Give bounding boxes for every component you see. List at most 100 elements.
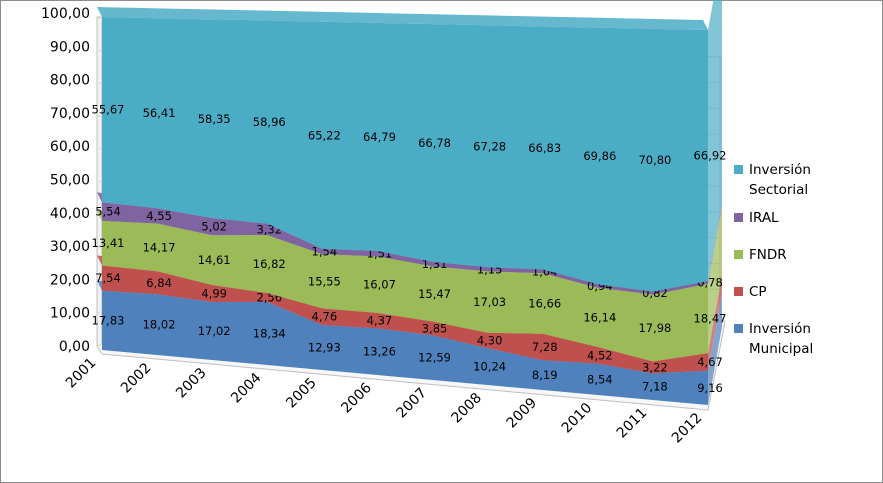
legend-label-fndr: FNDR [749,247,787,263]
data-label-inversion-sectorial: 58,96 [253,115,286,129]
y-tick-label: 10,00 [50,306,90,322]
data-label-cp: 3,22 [642,360,668,374]
legend-swatch-inversion-municipal [734,324,743,333]
data-label-inversion-sectorial: 70,80 [638,153,671,167]
data-label-fndr: 16,07 [363,278,396,292]
y-tick-label: 30,00 [50,239,90,255]
data-label-inversion-municipal: 9,16 [697,381,723,395]
data-label-cp: 7,54 [95,271,121,285]
legend-swatch-cp [734,287,743,296]
data-label-inversion-municipal: 17,83 [92,313,125,327]
legend-item-fndr: FNDR [734,245,879,282]
data-label-inversion-municipal: 8,19 [532,368,558,382]
data-label-fndr: 16,66 [528,296,561,310]
x-tick-label: 2009 [504,395,541,432]
data-label-inversion-sectorial: 66,78 [418,136,451,150]
data-label-inversion-municipal: 17,02 [198,324,231,338]
legend-item-cp: CP [734,282,879,319]
series-area-inversion-municipal [102,290,708,405]
data-label-cp: 6,84 [146,276,172,290]
data-label-inversion-municipal: 10,24 [473,360,506,374]
data-label-inversion-municipal: 8,54 [587,372,613,386]
legend-label-inversion-municipal: Inversión Municipal [749,321,814,357]
data-label-inversion-municipal: 13,26 [363,345,396,359]
x-tick-label: 2006 [338,380,375,417]
data-label-fndr: 14,17 [143,240,176,254]
y-tick-label: 50,00 [50,173,90,189]
x-tick-label: 2004 [228,370,265,407]
gridline-side [96,49,103,53]
x-tick-label: 2011 [614,405,651,442]
data-label-inversion-municipal: 12,93 [308,340,341,354]
legend-swatch-iral [734,213,743,222]
gridline-side [96,16,103,20]
series-side-inversion-municipal [708,292,722,405]
gridline-side [96,245,103,249]
series-side-inversion-sectorial [708,0,722,281]
y-tick-label: 20,00 [50,272,90,288]
legend-swatch-inversion-sectorial [734,165,743,174]
data-label-fndr: 17,03 [473,295,506,309]
data-label-fndr: 16,14 [583,310,616,324]
data-label-inversion-sectorial: 64,79 [363,130,396,144]
y-tick-label: 100,00 [41,6,90,22]
x-tick-label: 2010 [559,400,596,437]
data-label-inversion-municipal: 18,34 [253,326,286,340]
data-label-fndr: 17,98 [638,321,671,335]
data-label-fndr: 18,47 [694,312,727,326]
series-top-inversion-sectorial [97,7,708,30]
series-side-iral [708,202,722,284]
data-label-inversion-sectorial: 56,41 [143,106,176,120]
data-label-cp: 4,67 [697,355,723,369]
series-side-cp [708,275,722,371]
legend: Inversión Sectorial IRAL FNDR CP Inversi… [734,160,879,367]
x-tick-label: 2001 [63,355,100,392]
data-label-inversion-sectorial: 65,22 [308,128,341,142]
gridline-side [96,114,103,118]
data-label-inversion-sectorial: 67,28 [473,139,506,153]
legend-label-cp: CP [749,284,767,300]
gridline-side [96,180,103,183]
data-label-inversion-municipal: 18,02 [143,318,176,332]
series-area-cp [102,265,708,374]
data-label-fndr: 14,61 [198,253,231,267]
data-label-inversion-sectorial: 69,86 [583,149,616,163]
series-side-fndr [708,205,722,354]
x-tick-label: 2005 [283,375,320,412]
y-tick-label: 70,00 [50,106,90,122]
gridline-side [96,81,103,85]
legend-item-inversion-sectorial: Inversión Sectorial [734,160,879,208]
x-tick-label: 2008 [449,390,486,427]
series-area-inversion-sectorial [102,17,708,292]
gridline-side [96,278,103,282]
data-label-cp: 4,37 [367,314,393,328]
data-label-inversion-municipal: 7,18 [642,380,668,394]
data-label-cp: 7,28 [532,340,558,354]
series-area-iral [102,202,708,295]
y-tick-label: 90,00 [50,39,90,55]
data-label-fndr: 15,47 [418,287,451,301]
data-label-inversion-sectorial: 66,92 [694,148,727,162]
gridline-side [96,343,103,347]
data-label-inversion-sectorial: 58,35 [198,112,231,126]
x-tick-label: 2003 [173,365,210,402]
legend-swatch-fndr [734,250,743,259]
data-label-cp: 3,85 [422,321,448,335]
x-tick-label: 2002 [118,360,155,397]
data-label-iral: 4,55 [146,209,172,223]
legend-item-inversion-municipal: Inversión Municipal [734,319,879,367]
gridline-side [96,147,103,151]
data-label-inversion-municipal: 12,59 [418,351,451,365]
y-tick-label: 60,00 [50,139,90,155]
y-tick-label: 0,00 [59,339,90,355]
series-area-fndr [102,220,708,362]
data-label-fndr: 16,82 [253,257,286,271]
x-tick-label: 2007 [393,385,430,422]
data-label-inversion-sectorial: 66,83 [528,141,561,155]
gridline-side [96,310,103,314]
x-tick-label: 2012 [669,410,706,447]
data-label-iral: 5,02 [201,220,227,234]
data-label-fndr: 15,55 [308,274,341,288]
data-label-iral: 5,54 [95,205,121,219]
